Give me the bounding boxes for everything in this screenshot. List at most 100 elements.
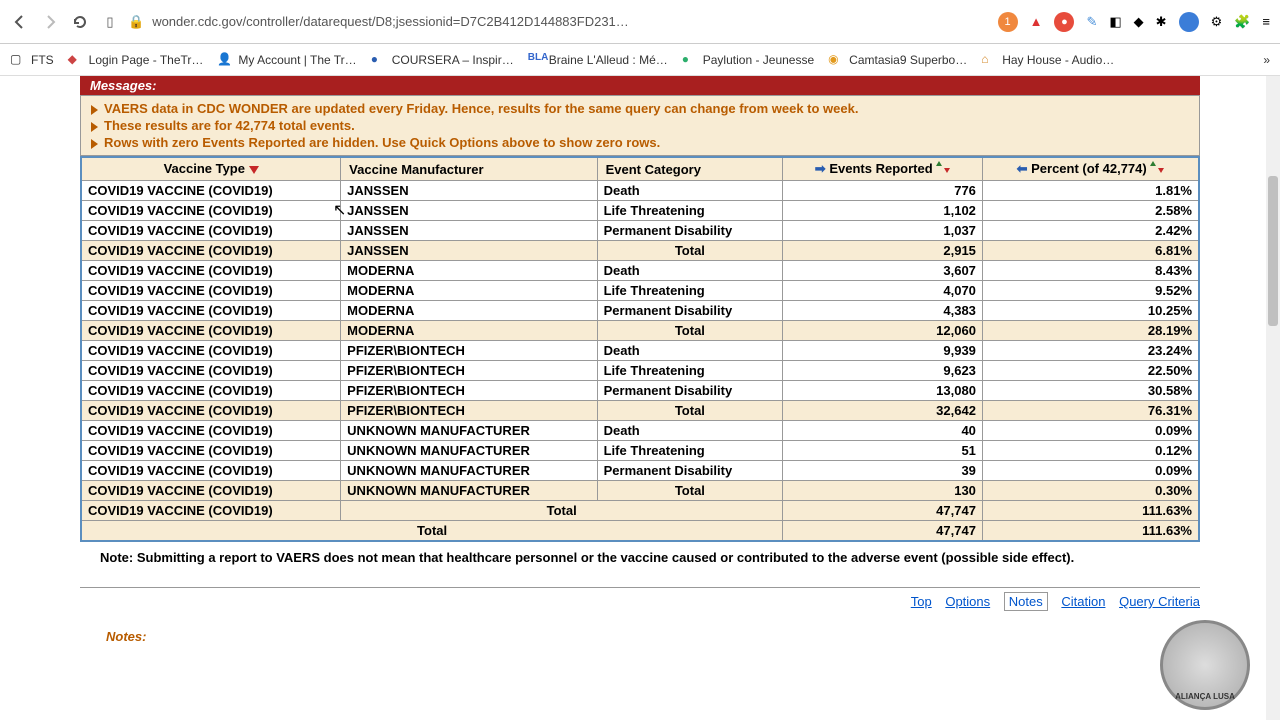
cell-percent: 0.09% [982,461,1199,481]
table-row: COVID19 VACCINE (COVID19)JANSSENPermanen… [81,221,1199,241]
bookmark-item[interactable]: ◉Camtasia9 Superbo… [828,52,967,68]
table-row: COVID19 VACCINE (COVID19)JANSSENDeath776… [81,181,1199,201]
table-row: COVID19 VACCINE (COVID19)Total47,747111.… [81,501,1199,521]
bookmark-item[interactable]: 👤My Account | The Tr… [217,52,356,68]
cell-percent: 111.63% [982,501,1199,521]
cell-events: 3,607 [783,261,983,281]
cell-manufacturer: MODERNA [341,261,597,281]
sort-desc-icon[interactable] [249,162,259,177]
menu-icon[interactable]: ≡ [1262,14,1270,29]
cell-percent: 0.09% [982,421,1199,441]
bookmark-item[interactable]: ●COURSERA – Inspir… [371,52,514,68]
ext3-icon[interactable]: ◧ [1109,14,1121,30]
notes-heading: Notes: [80,629,1200,644]
ext4-icon[interactable]: ◆ [1134,14,1144,30]
ext1-icon[interactable]: ● [1054,12,1074,32]
cell-events: 2,915 [783,241,983,261]
sort-arrows-icon[interactable] [936,161,950,176]
cell-category: Death [597,261,783,281]
table-row: COVID19 VACCINE (COVID19)PFIZER\BIONTECH… [81,341,1199,361]
table-row: COVID19 VACCINE (COVID19)UNKNOWN MANUFAC… [81,481,1199,501]
message-text: Rows with zero Events Reported are hidde… [104,135,660,150]
cell-vaccine-type: COVID19 VACCINE (COVID19) [81,381,341,401]
ext5-icon[interactable]: ✱ [1156,14,1167,30]
messages-header: Messages: [80,76,1200,95]
cell-events: 9,623 [783,361,983,381]
th-manufacturer[interactable]: Vaccine Manufacturer [341,157,597,181]
table-row: COVID19 VACCINE (COVID19)UNKNOWN MANUFAC… [81,421,1199,441]
cell-total: Total [81,521,783,542]
ext7-icon[interactable]: ⚙ [1211,14,1223,30]
th-events[interactable]: ➡ Events Reported [783,157,983,181]
cell-events: 47,747 [783,501,983,521]
ext2-icon[interactable]: ✎ [1086,14,1097,30]
link-notes[interactable]: Notes [1004,592,1048,611]
cell-events: 12,060 [783,321,983,341]
cell-category: Death [597,341,783,361]
message-text: These results are for 42,774 total event… [104,118,355,133]
bookmarks-more[interactable]: » [1263,53,1270,67]
cell-percent: 22.50% [982,361,1199,381]
cell-manufacturer: JANSSEN [341,201,597,221]
shield-badge-icon[interactable]: 1 [998,12,1018,32]
note-text: Note: Submitting a report to VAERS does … [80,542,1200,573]
sort-arrows-icon[interactable] [1150,161,1164,176]
cell-vaccine-type: COVID19 VACCINE (COVID19) [81,441,341,461]
table-row: COVID19 VACCINE (COVID19)MODERNAPermanen… [81,301,1199,321]
th-category[interactable]: Event Category [597,157,783,181]
table-row: Total47,747111.63% [81,521,1199,542]
cell-percent: 0.12% [982,441,1199,461]
cell-events: 32,642 [783,401,983,421]
reader-icon[interactable]: ▯ [100,12,120,32]
th-percent[interactable]: ⬅ Percent (of 42,774) [982,157,1199,181]
bookmark-item[interactable]: ⌂Hay House - Audio… [981,52,1114,68]
table-row: COVID19 VACCINE (COVID19)PFIZER\BIONTECH… [81,361,1199,381]
cell-vaccine-type: COVID19 VACCINE (COVID19) [81,461,341,481]
cell-manufacturer: MODERNA [341,321,597,341]
cell-percent: 1.81% [982,181,1199,201]
reload-button[interactable] [70,12,90,32]
table-row: COVID19 VACCINE (COVID19)UNKNOWN MANUFAC… [81,461,1199,481]
cell-percent: 2.58% [982,201,1199,221]
cell-percent: 10.25% [982,301,1199,321]
cell-events: 51 [783,441,983,461]
cell-percent: 0.30% [982,481,1199,501]
scrollbar-vertical[interactable] [1266,76,1280,720]
cell-total: Total [341,501,783,521]
cell-events: 1,102 [783,201,983,221]
ext6-icon[interactable] [1179,12,1199,32]
forward-button[interactable] [40,12,60,32]
cell-manufacturer: PFIZER\BIONTECH [341,361,597,381]
bookmark-item[interactable]: ●Paylution - Jeunesse [682,52,814,68]
cell-category: Permanent Disability [597,221,783,241]
cell-events: 1,037 [783,221,983,241]
cell-category: Life Threatening [597,201,783,221]
bookmark-item[interactable]: BLABraine L'Alleud : Mé… [528,52,668,68]
cell-category: Total [597,401,783,421]
link-options[interactable]: Options [945,594,990,609]
table-header-row: Vaccine Type Vaccine Manufacturer Event … [81,157,1199,181]
results-table: Vaccine Type Vaccine Manufacturer Event … [80,156,1200,542]
cell-vaccine-type: COVID19 VACCINE (COVID19) [81,481,341,501]
cell-vaccine-type: COVID19 VACCINE (COVID19) [81,421,341,441]
link-top[interactable]: Top [911,594,932,609]
th-vaccine-type[interactable]: Vaccine Type [81,157,341,181]
back-button[interactable] [10,12,30,32]
link-query-criteria[interactable]: Query Criteria [1119,594,1200,609]
cell-category: Total [597,481,783,501]
table-row: COVID19 VACCINE (COVID19)MODERNALife Thr… [81,281,1199,301]
scroll-thumb[interactable] [1268,176,1278,326]
url-bar[interactable]: 🔒 wonder.cdc.gov/controller/datarequest/… [120,14,988,30]
table-row: COVID19 VACCINE (COVID19)PFIZER\BIONTECH… [81,401,1199,421]
cell-percent: 111.63% [982,521,1199,542]
watermark-logo: ALIANÇA LUSA [1160,620,1250,710]
warning-icon[interactable]: ▲ [1030,14,1043,29]
extensions-icon[interactable]: 🧩 [1234,14,1250,30]
cell-events: 13,080 [783,381,983,401]
bullet-icon [91,105,98,115]
arrow-left-icon: ⬅ [1017,161,1028,176]
lock-icon: 🔒 [128,14,144,30]
link-citation[interactable]: Citation [1061,594,1105,609]
bookmark-item[interactable]: ◆Login Page - TheTr… [68,52,204,68]
bookmark-item[interactable]: ▢FTS [10,52,54,68]
